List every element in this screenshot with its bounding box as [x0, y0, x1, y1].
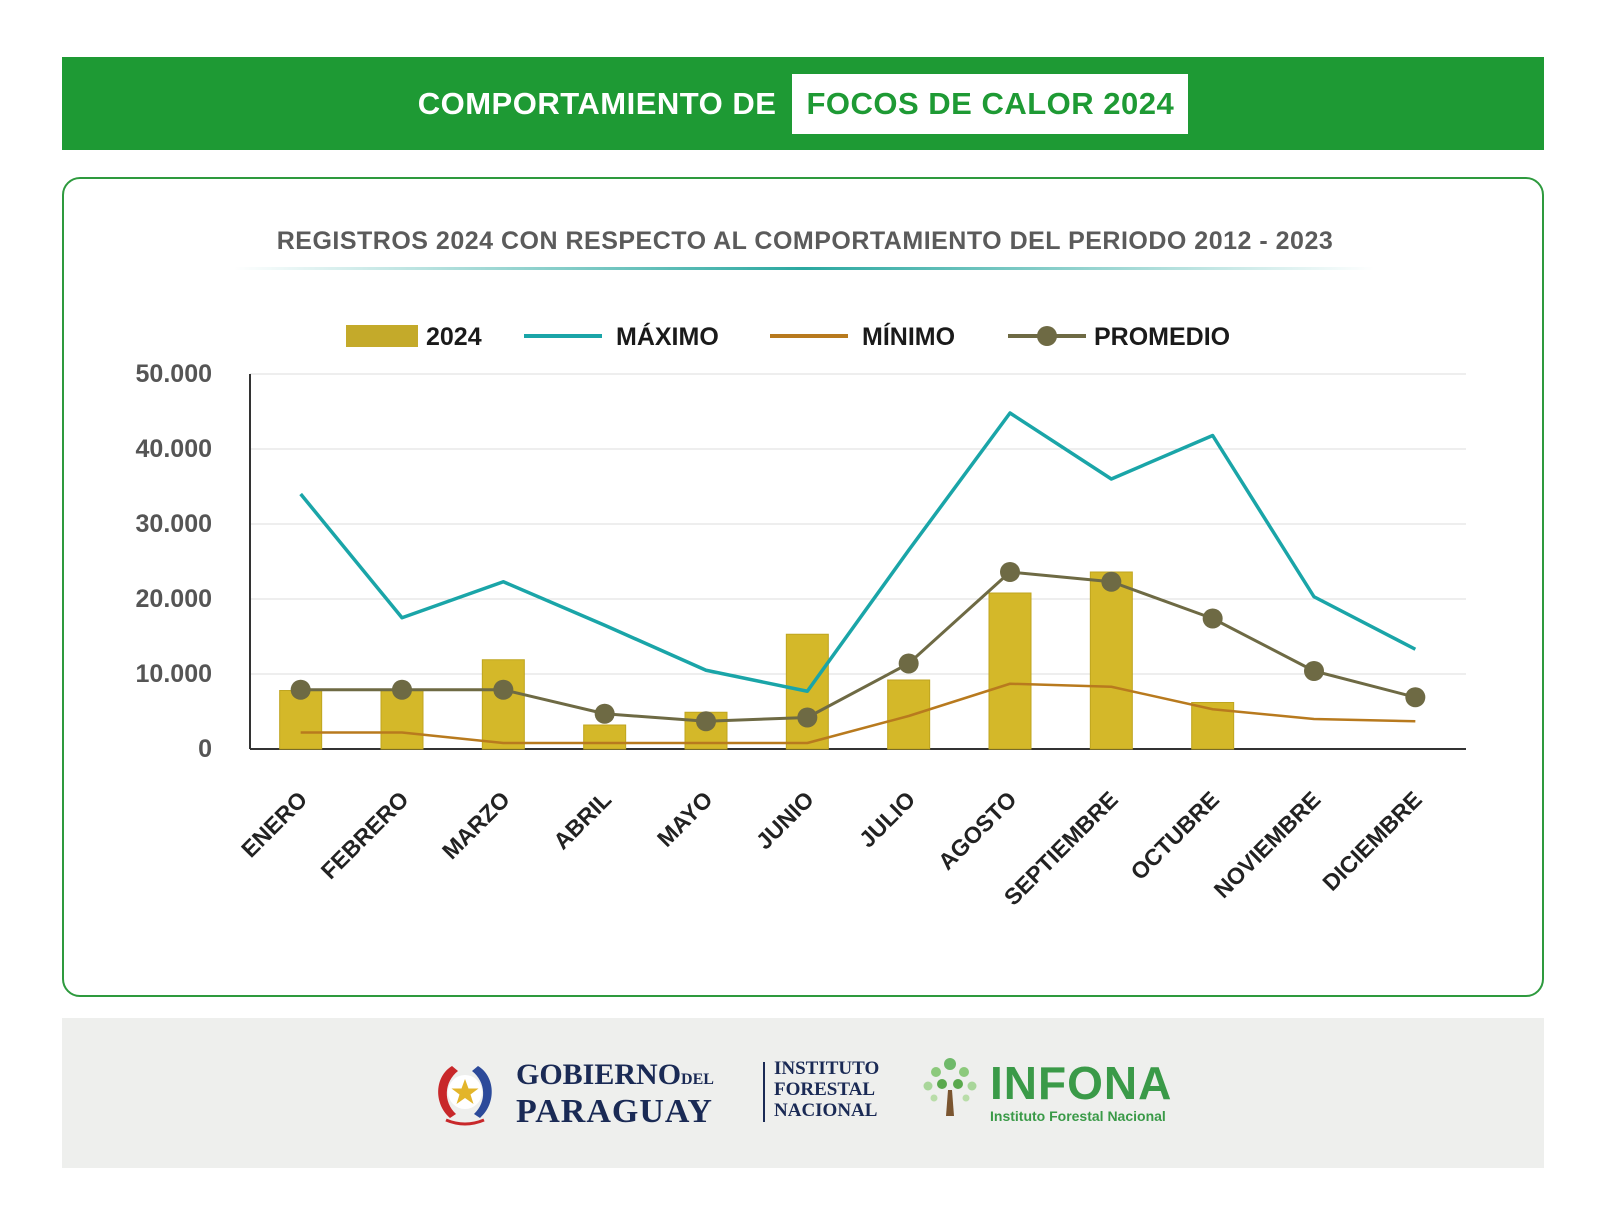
gov-del: DEL [681, 1071, 714, 1088]
bar-2024-febrero [380, 690, 424, 750]
chart-card: REGISTROS 2024 CON RESPECTO AL COMPORTAM… [62, 177, 1544, 997]
y-tick-label: 10.000 [136, 660, 212, 688]
y-axis-ticks: 0 10.000 20.000 30.000 40.000 50.000 [136, 360, 212, 763]
banner-title-prefix: COMPORTAMIENTO DE [417, 85, 777, 121]
promedio-point-mayo [696, 711, 716, 732]
promedio-point-agosto [1000, 562, 1020, 582]
banner-title-highlight: FOCOS DE CALOR 2024 [792, 73, 1189, 134]
inst-line2: FORESTAL [774, 1079, 876, 1100]
x-tick-label: ABRIL [548, 786, 616, 854]
legend-swatch-2024 [346, 325, 418, 347]
bar-2024-abril [583, 724, 627, 750]
series-line-minimo [300, 682, 1416, 745]
promedio-point-enero [290, 679, 311, 700]
inst-line1: INSTITUTO [774, 1058, 880, 1079]
gov-line1: GOBIERNO [516, 1058, 682, 1091]
legend-marker-promedio [1037, 326, 1057, 346]
series-line-maximo [299, 411, 1417, 693]
x-axis-ticks: ENERO FEBRERO MARZO ABRIL MAYO JUNIO JULIO AGOS… [236, 786, 1427, 910]
series-line-promedio [300, 570, 1416, 723]
x-tick-label: FEBRERO [316, 786, 414, 884]
footer: GOBIERNODEL PARAGUAY INSTITUTO FORESTAL … [62, 1018, 1544, 1168]
promedio-point-junio [797, 707, 818, 728]
promedio-point-diciembre [1405, 687, 1426, 708]
legend-label-maximo: MÁXIMO [616, 322, 719, 351]
promedio-point-noviembre [1304, 661, 1324, 681]
infona-subtitle: Instituto Forestal Nacional [990, 1108, 1166, 1124]
infona-tree-icon [923, 1058, 977, 1116]
x-tick-label: JULIO [854, 786, 920, 852]
promedio-point-julio [898, 653, 919, 674]
y-tick-label: 40.000 [136, 435, 212, 463]
infona-name: INFONA [990, 1057, 1173, 1109]
y-tick-label: 20.000 [136, 585, 212, 613]
x-tick-label: ENERO [236, 786, 312, 862]
bars-2024 [279, 571, 1235, 750]
x-tick-label: OCTUBRE [1125, 786, 1224, 885]
y-tick-label: 0 [198, 735, 212, 763]
grid [249, 373, 1466, 750]
bar-2024-julio [887, 679, 931, 750]
y-tick-label: 30.000 [136, 510, 212, 538]
legend-label-promedio: PROMEDIO [1094, 323, 1230, 351]
x-tick-label: JUNIO [751, 786, 819, 854]
gobierno-paraguay-logo: GOBIERNODEL PARAGUAY [516, 1060, 714, 1129]
bar-2024-agosto [988, 592, 1032, 750]
x-tick-label: NOVIEMBRE [1209, 786, 1326, 903]
header-banner: COMPORTAMIENTO DE FOCOS DE CALOR 2024 [62, 57, 1544, 150]
series-lines [290, 411, 1426, 745]
promedio-point-octubre [1202, 608, 1223, 629]
chart-title-underline [234, 267, 1374, 270]
promedio-point-septiembre [1101, 571, 1122, 592]
legend: 2024 MÁXIMO MÍNIMO PROMEDIO [346, 322, 1230, 351]
legend-label-minimo: MÍNIMO [862, 322, 955, 351]
x-tick-label: DICIEMBRE [1317, 786, 1427, 896]
chart: REGISTROS 2024 CON RESPECTO AL COMPORTAM… [136, 227, 1466, 910]
paraguay-seal-icon [438, 1066, 492, 1126]
x-tick-label: AGOSTO [933, 786, 1022, 875]
gov-line2: PARAGUAY [516, 1093, 713, 1130]
legend-label-2024: 2024 [426, 323, 482, 351]
bar-2024-marzo [481, 659, 525, 750]
inst-line3: NACIONAL [774, 1100, 878, 1121]
x-tick-label: MAYO [652, 786, 718, 852]
y-tick-label: 50.000 [136, 360, 212, 388]
instituto-forestal-text: INSTITUTO FORESTAL NACIONAL [764, 1058, 879, 1121]
promedio-point-abril [594, 703, 615, 724]
x-tick-label: MARZO [437, 786, 515, 864]
promedio-point-febrero [392, 679, 412, 700]
promedio-point-marzo [493, 679, 514, 700]
footer-divider [763, 1062, 765, 1122]
bar-2024-septiembre [1089, 571, 1133, 750]
chart-title: REGISTROS 2024 CON RESPECTO AL COMPORTAM… [277, 227, 1334, 255]
